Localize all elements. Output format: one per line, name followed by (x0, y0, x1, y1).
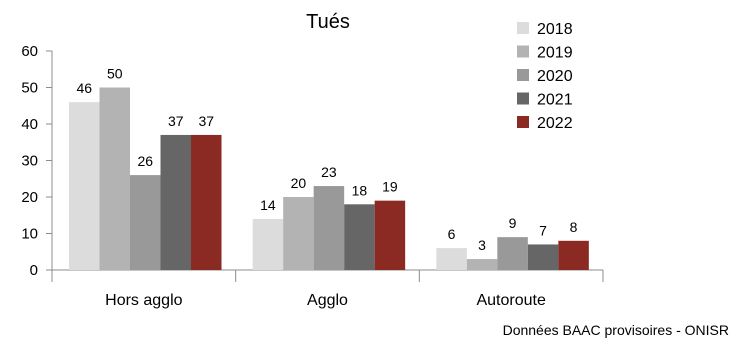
x-tick-label: Hors agglo (105, 292, 182, 309)
legend-label: 2019 (537, 45, 573, 62)
bar (313, 186, 345, 270)
y-tick-label: 50 (21, 80, 38, 97)
legend: 2018 2019 2020 2021 2022 (517, 21, 573, 132)
legend-label: 2021 (537, 92, 573, 109)
data-label: 37 (198, 113, 214, 129)
bar (344, 204, 375, 270)
data-label: 3 (478, 237, 486, 253)
legend-label: 2022 (537, 115, 573, 132)
data-labels: 46 50 26 37 37 14 20 23 18 19 6 3 9 7 8 (76, 66, 577, 254)
legend-swatch (517, 116, 529, 128)
y-tick-label: 0 (30, 262, 38, 279)
bar (99, 87, 130, 270)
bar (497, 237, 528, 270)
x-tick-label: Autoroute (476, 292, 545, 309)
data-label: 37 (168, 113, 184, 129)
data-label: 46 (76, 80, 92, 96)
legend-label: 2020 (537, 68, 573, 85)
data-label: 18 (352, 182, 368, 198)
bar (191, 134, 222, 270)
bar (283, 197, 314, 270)
data-label: 8 (570, 219, 578, 235)
y-tick-label: 20 (21, 189, 38, 206)
bars (69, 87, 589, 270)
bar (252, 218, 284, 270)
data-label: 14 (260, 197, 276, 213)
bar (69, 102, 100, 270)
bar (130, 175, 161, 270)
source-note: Données BAAC provisoires - ONISR (503, 322, 729, 338)
data-label: 20 (291, 175, 307, 191)
y-tick-label: 30 (21, 153, 38, 170)
data-label: 6 (448, 226, 456, 242)
y-axis: 0 10 20 30 40 50 60 (21, 43, 53, 279)
data-label: 50 (107, 66, 123, 82)
legend-swatch (517, 92, 529, 105)
data-label: 7 (539, 222, 547, 238)
x-axis: Hors agglo Agglo Autoroute (51, 269, 604, 309)
data-label: 26 (137, 153, 153, 169)
bar (527, 244, 559, 270)
data-label: 23 (321, 164, 337, 180)
bar (436, 248, 467, 270)
y-tick-label: 10 (21, 226, 38, 243)
legend-swatch (517, 69, 529, 81)
y-tick-label: 40 (21, 116, 38, 133)
y-tick-label: 60 (21, 43, 38, 60)
legend-label: 2018 (537, 21, 573, 38)
bar (466, 259, 498, 270)
legend-swatch (517, 45, 529, 58)
bar (374, 200, 406, 270)
data-label: 19 (382, 179, 398, 195)
legend-swatch (517, 22, 529, 34)
bar (558, 240, 589, 270)
data-label: 9 (509, 215, 517, 231)
x-tick-label: Agglo (307, 292, 348, 309)
chart-title: Tués (306, 11, 350, 33)
bar (160, 134, 191, 270)
